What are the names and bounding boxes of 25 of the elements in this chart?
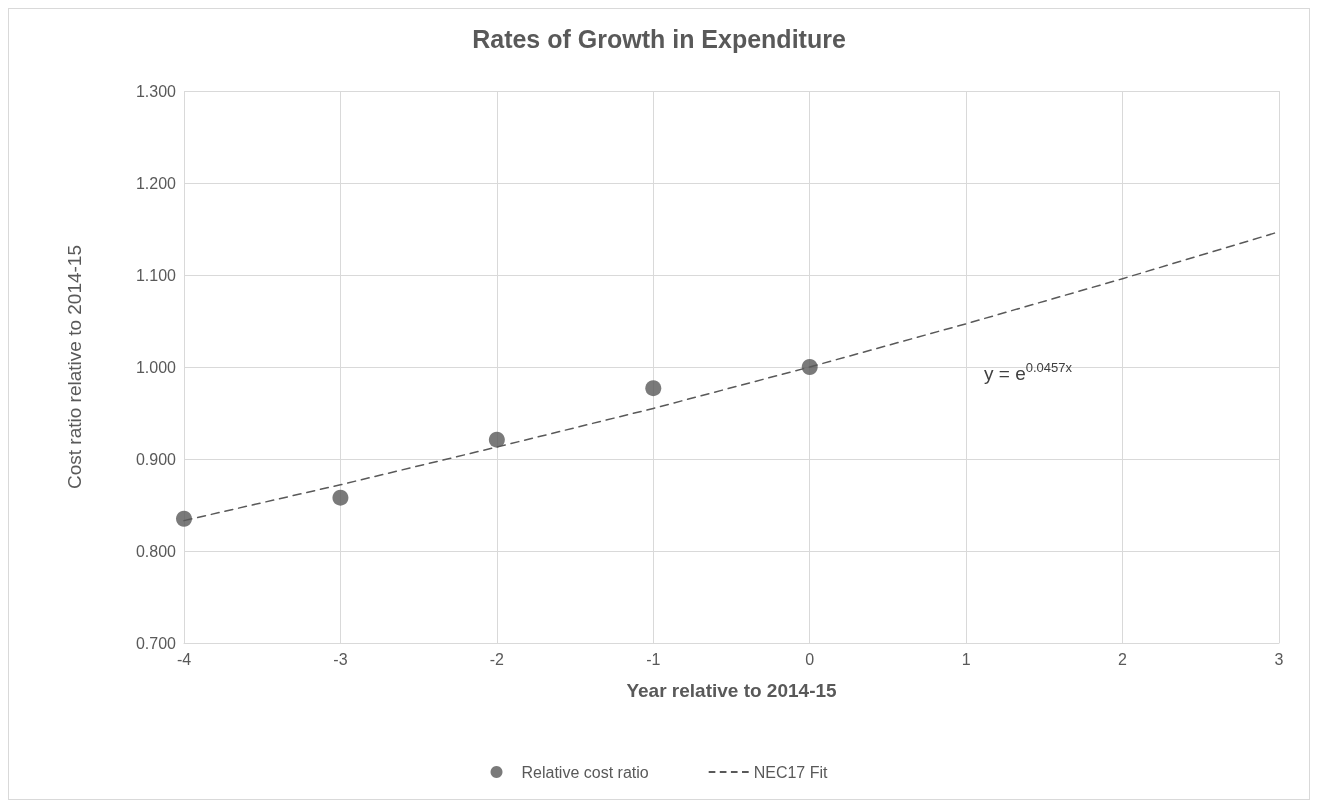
x-tick-label: 2 xyxy=(1118,650,1128,668)
y-tick-label: 1.300 xyxy=(135,82,177,100)
x-tick-label: -1 xyxy=(646,650,661,668)
x-tick-label: 1 xyxy=(961,650,971,668)
y-tick-label: 0.700 xyxy=(135,634,177,652)
y-tick-label: 1.000 xyxy=(135,358,177,376)
point xyxy=(801,359,818,375)
x-axis-title: Year relative to 2014-15 xyxy=(626,680,838,701)
y-tick-label: 0.900 xyxy=(135,450,177,468)
chart-title: Rates of Growth in Expenditure xyxy=(472,24,846,53)
y-tick-label: 0.800 xyxy=(135,542,177,560)
point xyxy=(332,489,349,506)
legend-label: NEC17 Fit xyxy=(753,763,829,781)
y-tick-label: 1.100 xyxy=(135,266,177,284)
x-tick-label: -3 xyxy=(333,650,348,668)
point xyxy=(645,380,662,397)
x-tick-label: 3 xyxy=(1274,650,1284,668)
point xyxy=(176,510,192,527)
point xyxy=(488,431,505,448)
x-tick-label: -2 xyxy=(489,650,505,668)
y-tick-label: 1.200 xyxy=(135,174,177,192)
x-tick-label: 0 xyxy=(805,650,815,668)
legend-label: Relative cost ratio xyxy=(521,763,649,781)
x-tick-label: -4 xyxy=(176,650,192,668)
y-axis-title: Cost ratio relative to 2014-15 xyxy=(64,245,85,489)
